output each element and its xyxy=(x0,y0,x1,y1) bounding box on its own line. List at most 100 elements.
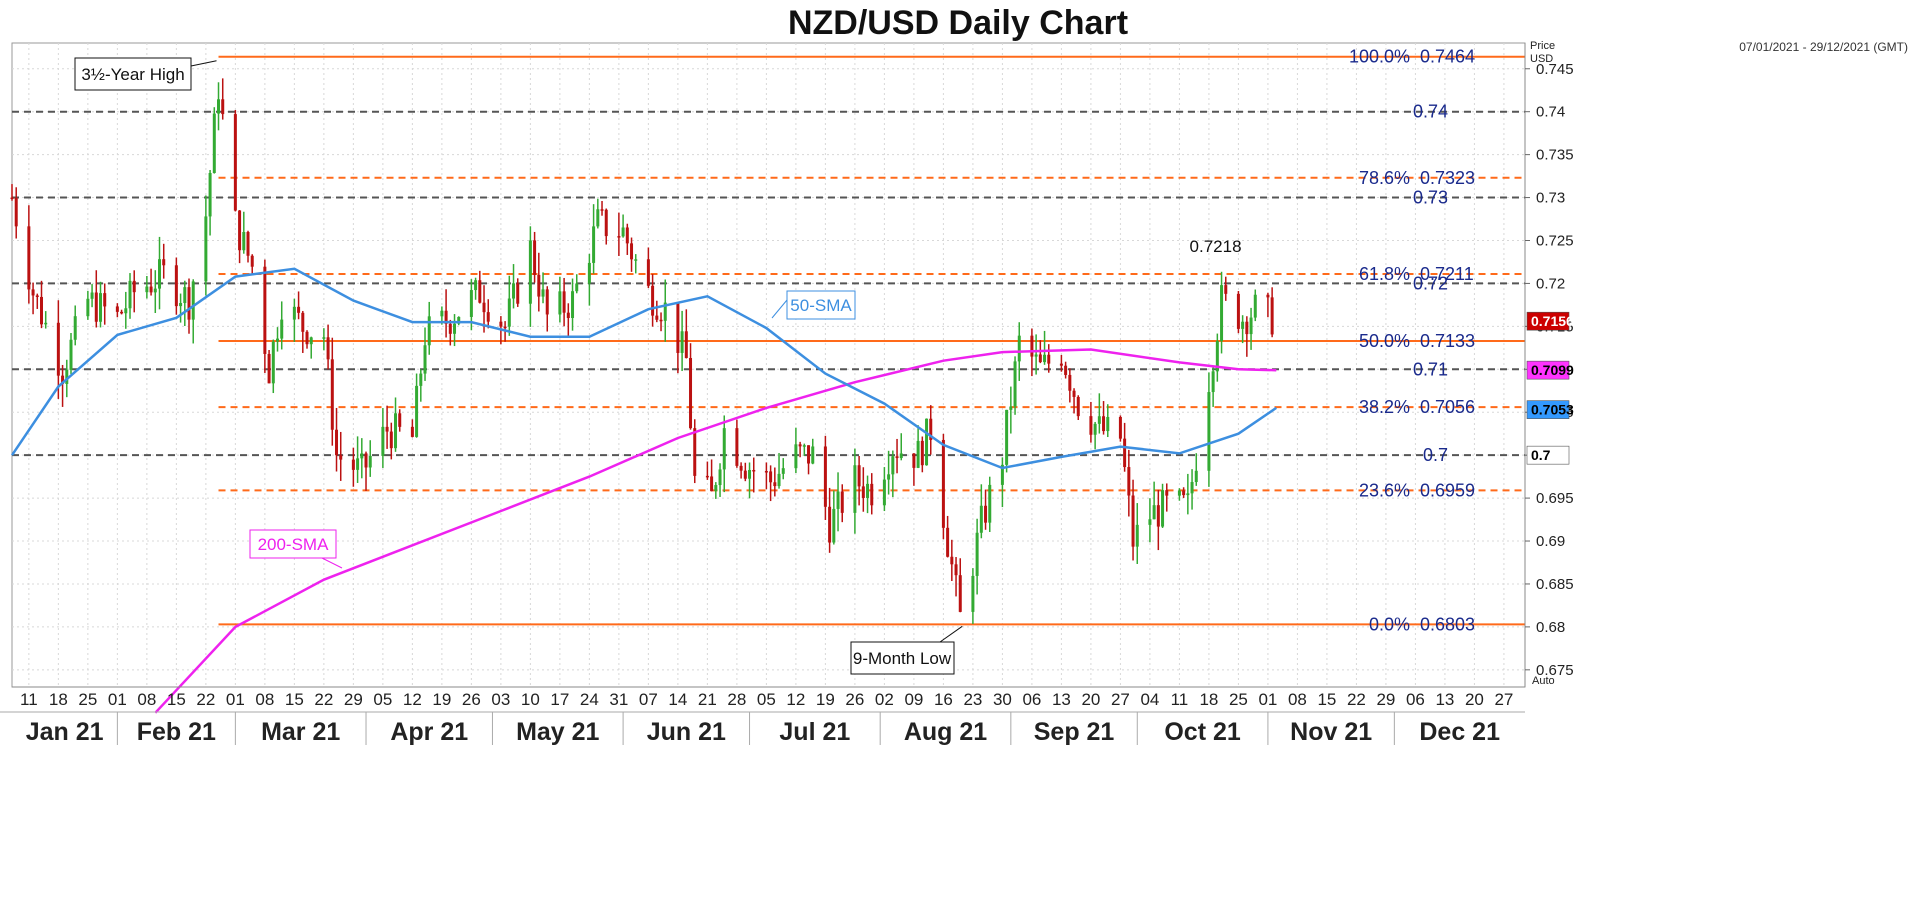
x-tick-label: 02 xyxy=(875,690,894,709)
candle-body xyxy=(1076,396,1080,417)
x-tick-label: 14 xyxy=(668,690,687,709)
candle-body xyxy=(149,286,153,293)
candle-body xyxy=(689,357,693,429)
x-tick-label: 05 xyxy=(757,690,776,709)
x-tick-label: 26 xyxy=(462,690,481,709)
level-layer: 0.74 0.73 0.72 0.71 0.7 100.0% 0.7464 78.6% 0.73… xyxy=(12,47,1525,634)
fib-level-pct: 100.0% xyxy=(1349,47,1410,67)
candle-body xyxy=(1241,321,1245,329)
candle-body xyxy=(1102,416,1106,432)
candle-body xyxy=(1220,285,1224,342)
candle-body xyxy=(777,473,781,487)
candle-body xyxy=(301,312,305,332)
candle-body xyxy=(174,265,178,307)
fib-level-price: 0.7056 xyxy=(1420,397,1475,417)
candle-body xyxy=(604,209,608,237)
candle-body xyxy=(891,456,895,475)
candle-body xyxy=(398,413,402,427)
candle-body xyxy=(69,339,73,370)
candle-body xyxy=(836,491,840,509)
candle-body xyxy=(322,337,326,339)
x-tick-label: 12 xyxy=(403,690,422,709)
candle-body xyxy=(453,323,457,334)
fib-level-pct: 38.2% xyxy=(1359,397,1410,417)
candle-body xyxy=(958,575,962,612)
sma50-label-pointer xyxy=(771,299,788,319)
candle-body xyxy=(368,455,372,468)
annotation-layer: 3½-Year High 9-Month Low 0.7218 50-SMA 200-S… xyxy=(74,57,1242,675)
fib-level-pct: 0.0% xyxy=(1369,614,1410,634)
x-tick-label: 22 xyxy=(196,690,215,709)
candle-body xyxy=(44,322,48,325)
x-tick-label: 20 xyxy=(1465,690,1484,709)
candle-body xyxy=(617,236,621,238)
candle-body xyxy=(415,385,419,437)
x-tick-label: 25 xyxy=(78,690,97,709)
candle-body xyxy=(764,471,768,473)
candle-body xyxy=(1089,416,1093,435)
candle-body xyxy=(389,431,393,449)
candle-body xyxy=(99,293,103,322)
candle-body xyxy=(162,259,166,266)
candle-body xyxy=(600,209,604,211)
x-tick-label: 13 xyxy=(1052,690,1071,709)
candle-body xyxy=(132,280,136,293)
round-level-label: 0.7 xyxy=(1423,445,1448,465)
candle-body xyxy=(1152,505,1156,520)
x-tick-label: 10 xyxy=(521,690,540,709)
sma50-label: 50-SMA xyxy=(790,296,852,315)
fib-level-pct: 23.6% xyxy=(1359,480,1410,500)
month-label: May 21 xyxy=(516,718,599,746)
candle-body xyxy=(802,445,806,447)
round-level-label: 0.73 xyxy=(1413,188,1448,208)
candle-body xyxy=(630,243,634,260)
candle-body xyxy=(1245,321,1249,335)
candle-body xyxy=(191,281,195,320)
candle-body xyxy=(276,338,280,342)
candle-body xyxy=(499,321,503,327)
candle-body xyxy=(1236,293,1240,329)
fib-level-price: 0.7464 xyxy=(1420,47,1475,67)
x-tick-label: 18 xyxy=(1199,690,1218,709)
candle-body xyxy=(469,290,473,317)
candle-body xyxy=(925,418,929,466)
candle-body xyxy=(743,470,747,479)
x-tick-label: 19 xyxy=(816,690,835,709)
candle-body xyxy=(419,373,423,386)
candle-body xyxy=(1127,467,1131,496)
candle-body xyxy=(954,564,958,576)
candle-body xyxy=(739,465,743,471)
x-tick-label: 15 xyxy=(1317,690,1336,709)
x-tick-label: 28 xyxy=(727,690,746,709)
x-tick-label: 29 xyxy=(1376,690,1395,709)
candle-body xyxy=(1266,294,1270,298)
candle-body xyxy=(1253,294,1257,318)
candle-body xyxy=(356,458,360,470)
candle-body xyxy=(512,283,516,299)
y-axis-title: Price xyxy=(1530,40,1555,52)
candle-body xyxy=(984,505,988,523)
candle-body xyxy=(634,259,638,261)
candle-body xyxy=(587,262,591,284)
year-high-box xyxy=(74,57,192,91)
candle-body xyxy=(1030,335,1034,357)
candle-body xyxy=(217,99,221,114)
candle-body xyxy=(537,274,541,297)
candle-body xyxy=(1013,361,1017,407)
candle-body xyxy=(828,506,832,543)
candle-body xyxy=(305,331,309,345)
candle-body xyxy=(124,308,128,314)
candle-body xyxy=(1156,505,1160,527)
candle-body xyxy=(807,445,811,464)
price-badge-label: 0.7053 xyxy=(1531,402,1574,418)
candle-body xyxy=(975,532,979,576)
candle-body xyxy=(326,337,330,360)
sma200-label-box xyxy=(249,529,337,559)
candle-body xyxy=(1190,482,1194,494)
candle-body xyxy=(250,255,254,267)
candle-body xyxy=(335,429,339,456)
candle-body xyxy=(187,287,191,320)
candle-body xyxy=(941,439,945,528)
candle-body xyxy=(280,319,284,339)
